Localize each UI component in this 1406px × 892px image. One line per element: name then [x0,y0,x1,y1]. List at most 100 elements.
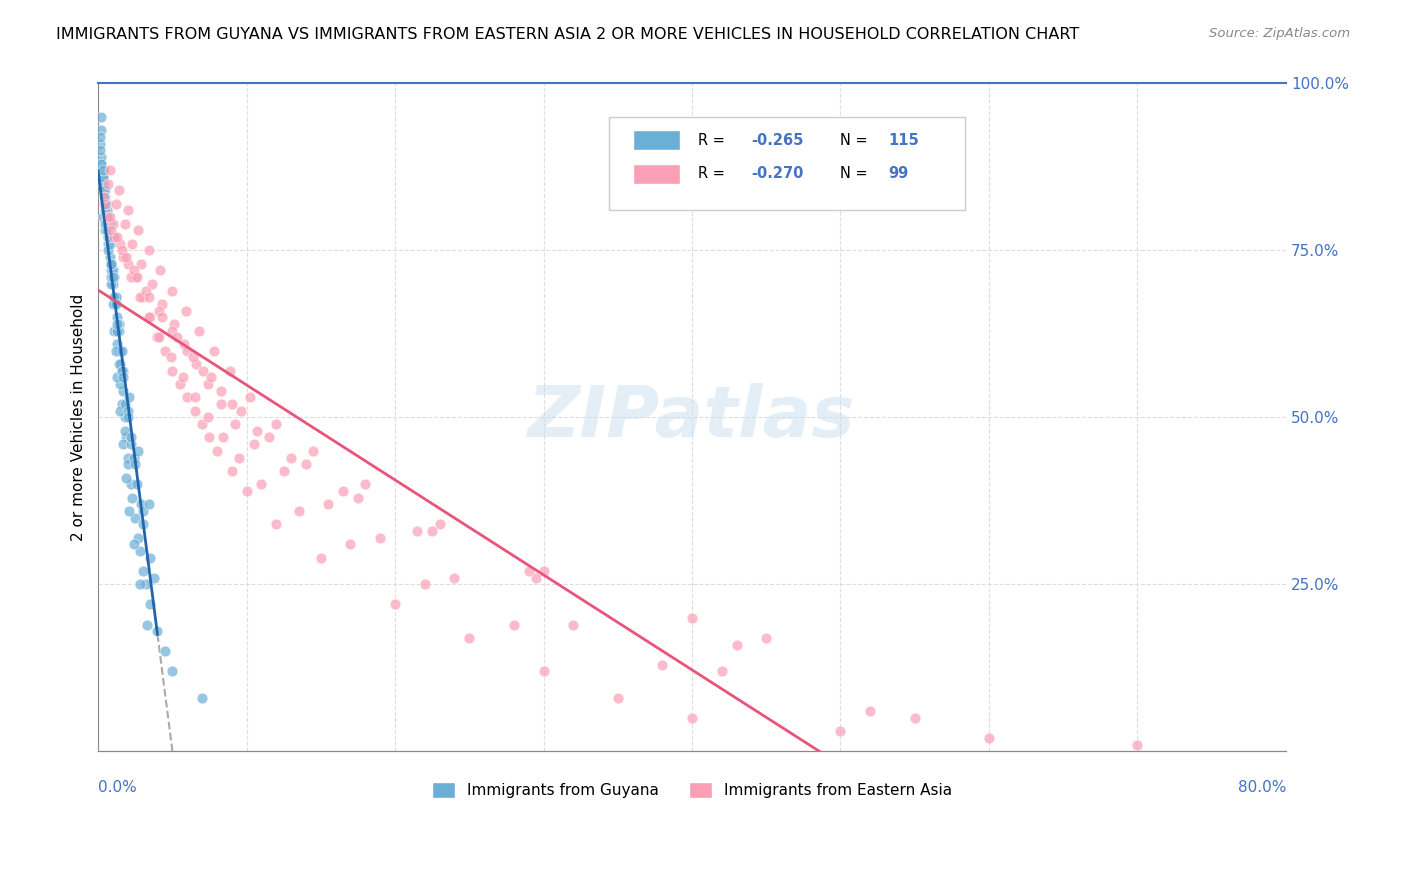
Point [90,156,112,170]
Point [101,297,124,311]
Point [339,537,361,551]
Point [169,377,191,392]
Point [120,437,142,451]
Point [131,564,153,578]
Text: -0.270: -0.270 [751,166,804,181]
Point [295,457,318,471]
Point [103,230,125,244]
Point [114,410,136,425]
Point [108,357,131,371]
Point [96,210,118,224]
Point [104,196,127,211]
Point [112,364,135,378]
Point [443,571,465,585]
Point [257,430,280,444]
Point [127,531,149,545]
Point [181,351,204,365]
Point [138,244,160,258]
Point [91,210,114,224]
Point [104,343,127,358]
Point [121,491,143,505]
Point [131,504,153,518]
Point [904,711,927,725]
Point [125,270,148,285]
Point [117,457,139,471]
Point [105,324,128,338]
Point [354,477,377,491]
Point [246,424,269,438]
Point [273,464,295,478]
Point [197,377,219,392]
Point [176,391,198,405]
Point [162,284,184,298]
Point [97,177,120,191]
Point [138,290,160,304]
Point [96,210,118,224]
Point [110,343,132,358]
Point [93,190,115,204]
Point [153,644,176,658]
Point [100,263,122,277]
Point [114,397,136,411]
Point [100,277,122,291]
Point [122,263,145,277]
Point [110,404,132,418]
Point [139,550,162,565]
Point [235,483,257,498]
Point [198,430,221,444]
Point [264,417,287,431]
Point [606,691,628,706]
Point [98,236,121,251]
Point [524,571,547,585]
Point [103,270,125,285]
Point [100,257,122,271]
Point [146,624,169,639]
Point [103,290,125,304]
Point [174,303,197,318]
Point [120,270,142,285]
Point [977,731,1000,745]
Point [128,290,150,304]
Point [96,196,118,211]
Point [94,203,117,218]
Point [131,290,153,304]
Point [191,691,214,706]
Point [97,230,120,244]
Point [110,357,132,371]
FancyBboxPatch shape [633,163,681,184]
Point [111,364,134,378]
Point [127,443,149,458]
Point [224,417,246,431]
Point [94,223,117,237]
Point [238,391,260,405]
Point [120,477,142,491]
Point [120,430,142,444]
Point [103,324,125,338]
Point [115,470,138,484]
Point [96,196,118,211]
Point [184,357,207,371]
Point [100,270,122,285]
Point [250,477,273,491]
Point [755,631,778,645]
Point [94,217,117,231]
Point [118,391,141,405]
Point [681,711,703,725]
Point [176,343,198,358]
Point [243,437,266,451]
Point [211,430,233,444]
Point [101,263,124,277]
Point [188,324,211,338]
Point [93,196,115,211]
Point [100,257,122,271]
Point [264,517,287,532]
Point [114,217,136,231]
Point [104,297,127,311]
Point [413,577,436,591]
Text: R =: R = [697,166,730,181]
Point [105,310,128,325]
Point [406,524,429,538]
Point [101,270,124,285]
Point [91,177,114,191]
Point [108,324,131,338]
